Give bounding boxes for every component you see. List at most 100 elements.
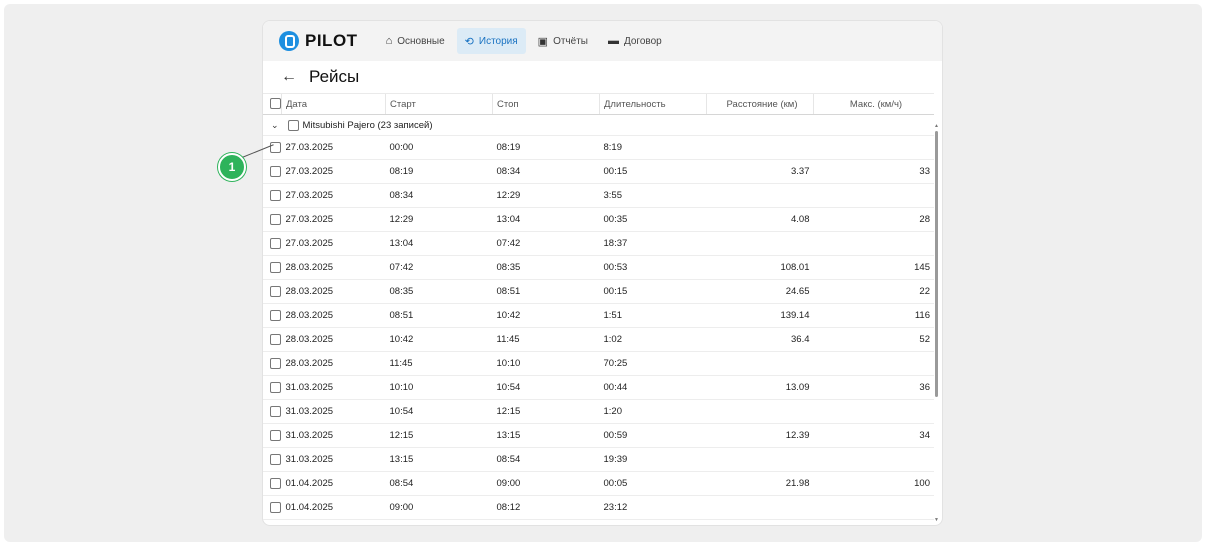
cell-date: 27.03.2025 [281,207,386,232]
cell-distance: 36.4 [706,327,814,352]
scroll-up-icon[interactable]: ▲ [934,123,939,129]
row-checkbox[interactable] [270,405,281,417]
table-row[interactable]: 28.03.2025 07:42 08:35 00:53 108.01 145 [263,255,934,280]
cell-date: 27.03.2025 [281,159,386,184]
home-icon: ⌂ [385,35,393,47]
cell-date: 27.03.2025 [281,231,386,256]
column-header-distance[interactable]: Расстояние (км) [706,93,814,115]
cell-date: 01.04.2025 [281,471,386,496]
nav-item-label: Основные [397,35,445,47]
nav-item-history[interactable]: ⟲ История [456,28,526,54]
row-checkbox[interactable] [270,237,281,249]
table-row[interactable]: 28.03.2025 11:45 10:10 70:25 [263,351,934,376]
cell-start: 08:51 [385,303,493,328]
cell-stop: 10:10 [492,351,600,376]
cell-stop: 12:15 [492,399,600,424]
row-select-cell [263,495,282,520]
logo[interactable]: PILOT [279,31,358,51]
column-header-max-speed[interactable]: Макс. (км/ч) [813,93,934,115]
row-checkbox[interactable] [270,285,281,297]
table-header-row: Дата Старт Стоп Длительность Расстояние … [263,93,934,115]
column-header-duration[interactable]: Длительность [599,93,707,115]
table-row[interactable]: 27.03.2025 00:00 08:19 8:19 [263,135,934,160]
column-header-start[interactable]: Старт [385,93,493,115]
cell-start: 10:10 [385,375,493,400]
table-row[interactable]: 01.04.2025 09:00 08:12 23:12 [263,495,934,520]
table-row[interactable]: 27.03.2025 13:04 07:42 18:37 [263,231,934,256]
table-row[interactable]: 31.03.2025 10:54 12:15 1:20 [263,399,934,424]
cell-duration: 8:19 [599,135,707,160]
cell-distance: 3.37 [706,159,814,184]
row-select-cell [263,399,282,424]
row-checkbox[interactable] [270,141,281,153]
cell-max-speed [813,231,934,256]
row-checkbox[interactable] [270,213,281,225]
cell-max-speed [813,135,934,160]
row-checkbox[interactable] [270,261,281,273]
cell-date: 27.03.2025 [281,135,386,160]
cell-max-speed: 52 [813,327,934,352]
table-row[interactable]: 27.03.2025 08:19 08:34 00:15 3.37 33 [263,159,934,184]
scrollbar-thumb[interactable] [935,131,938,397]
cell-distance: 12.39 [706,423,814,448]
table-row[interactable]: 28.03.2025 08:51 10:42 1:51 139.14 116 [263,303,934,328]
scrollbar[interactable]: ▲ ▼ [934,123,940,523]
cell-max-speed: 33 [813,159,934,184]
cell-distance [706,183,814,208]
group-row[interactable]: ⌄ Mitsubishi Pajero (23 записей) [263,114,934,136]
cell-duration: 00:53 [599,255,707,280]
table-row[interactable]: 28.03.2025 08:35 08:51 00:15 24.65 22 [263,279,934,304]
cell-start: 13:04 [385,231,493,256]
nav-item-reports[interactable]: ▣ Отчёты [530,28,596,54]
nav-item-main[interactable]: ⌂ Основные [378,28,453,54]
chevron-down-icon[interactable]: ⌄ [271,119,279,130]
table-row[interactable]: 31.03.2025 10:10 10:54 00:44 13.09 36 [263,375,934,400]
cell-stop: 13:15 [492,423,600,448]
table-row[interactable]: 31.03.2025 12:15 13:15 00:59 12.39 34 [263,423,934,448]
row-checkbox[interactable] [270,429,281,441]
row-checkbox[interactable] [270,309,281,321]
cell-duration: 00:44 [599,375,707,400]
cell-max-speed [813,351,934,376]
select-all-cell [263,93,282,115]
row-select-cell [263,207,282,232]
arrow-left-icon[interactable]: ← [281,68,297,85]
row-checkbox[interactable] [270,189,281,201]
row-checkbox[interactable] [270,453,281,465]
cell-duration: 00:05 [599,471,707,496]
group-checkbox[interactable] [287,119,299,131]
row-select-cell [263,255,282,280]
cell-duration: 00:15 [599,279,707,304]
cell-distance [706,135,814,160]
row-checkbox[interactable] [270,165,281,177]
column-header-stop[interactable]: Стоп [492,93,600,115]
trips-table: Дата Старт Стоп Длительность Расстояние … [263,93,934,520]
table-row[interactable]: 31.03.2025 13:15 08:54 19:39 [263,447,934,472]
column-header-date[interactable]: Дата [281,93,386,115]
cell-stop: 12:29 [492,183,600,208]
row-checkbox[interactable] [270,357,281,369]
cell-stop: 13:04 [492,207,600,232]
select-all-checkbox[interactable] [270,98,281,110]
row-select-cell [263,351,282,376]
logo-icon [279,31,299,51]
cell-duration: 3:55 [599,183,707,208]
cell-date: 31.03.2025 [281,375,386,400]
scroll-down-icon[interactable]: ▼ [934,517,939,523]
table-row[interactable]: 27.03.2025 12:29 13:04 00:35 4.08 28 [263,207,934,232]
nav-item-label: История [478,35,518,47]
row-checkbox[interactable] [270,333,281,345]
cell-start: 10:54 [385,399,493,424]
nav-item-contract[interactable]: ▬ Договор [600,28,670,54]
cell-distance: 108.01 [706,255,814,280]
row-checkbox[interactable] [270,381,281,393]
cell-max-speed: 145 [813,255,934,280]
cell-max-speed: 22 [813,279,934,304]
cell-stop: 08:34 [492,159,600,184]
row-checkbox[interactable] [270,477,281,489]
row-select-cell [263,303,282,328]
table-row[interactable]: 27.03.2025 08:34 12:29 3:55 [263,183,934,208]
table-row[interactable]: 01.04.2025 08:54 09:00 00:05 21.98 100 [263,471,934,496]
row-checkbox[interactable] [270,501,281,513]
table-row[interactable]: 28.03.2025 10:42 11:45 1:02 36.4 52 [263,327,934,352]
